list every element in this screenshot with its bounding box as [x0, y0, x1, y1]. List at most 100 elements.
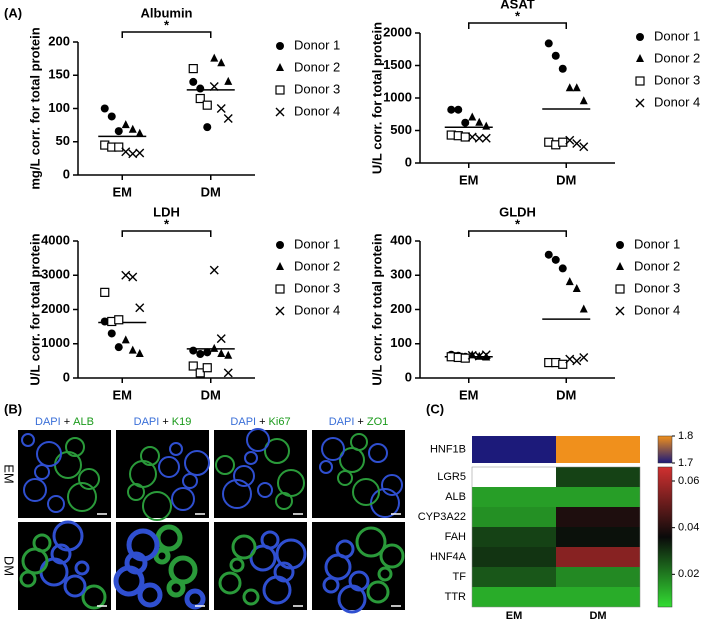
cell-cluster: [339, 447, 365, 473]
cell-cluster: [36, 441, 62, 467]
data-point: [135, 128, 144, 137]
data-point: [558, 264, 567, 273]
data-point: [475, 117, 484, 126]
y-tick-label: 1000: [383, 89, 412, 104]
heatmap-cell: [556, 487, 640, 507]
cell-cluster: [158, 456, 180, 478]
stain-part: DAPI: [329, 416, 355, 428]
data-point: [202, 363, 212, 373]
y-axis-label: U/L corr. for total protein: [369, 22, 384, 174]
significance-bracket: [121, 31, 212, 38]
data-point: [114, 315, 124, 325]
cell-cluster: [337, 470, 353, 486]
legend-marker: [616, 241, 624, 249]
data-point: [224, 350, 233, 359]
cell-cluster: [126, 528, 160, 562]
data-point: [100, 317, 109, 326]
data-point: [572, 139, 582, 148]
stain-part: +: [357, 416, 363, 428]
colorbar: [657, 466, 673, 608]
heatmap-cell: [556, 467, 640, 487]
y-tick-label: 100: [48, 100, 70, 115]
cell-cluster: [52, 520, 84, 552]
cell-cluster: [321, 437, 345, 461]
significance-label: *: [515, 216, 521, 231]
data-point: [189, 346, 198, 355]
y-tick-label: 1500: [383, 57, 412, 72]
y-tick-label: 0: [405, 369, 412, 384]
significance-label: *: [164, 17, 170, 32]
legend-label: Donor 4: [634, 302, 680, 317]
y-tick-label: 500: [390, 122, 412, 137]
cell-cluster: [124, 551, 148, 575]
legend-marker: [636, 33, 644, 41]
cell-cluster: [65, 437, 85, 457]
legend-marker: [635, 98, 645, 108]
heatmap-cell: [556, 436, 640, 463]
heatmap-cell: [472, 487, 556, 507]
legend-label: Donor 3: [654, 72, 700, 87]
data-point: [196, 350, 205, 359]
data-point: [210, 343, 219, 352]
heatmap-cell: [472, 507, 556, 527]
cell-cluster: [231, 534, 257, 560]
cell-cluster: [377, 566, 393, 582]
micrograph: [312, 430, 405, 518]
data-point: [114, 142, 124, 152]
heatmap-cell: [556, 507, 640, 527]
cell-cluster: [222, 479, 252, 509]
cell-cluster: [34, 464, 50, 480]
y-tick-label: 3000: [41, 267, 70, 282]
data-point: [121, 120, 130, 129]
cell-cluster: [169, 442, 183, 456]
y-axis-label: U/L corr. for total protein: [369, 233, 384, 385]
data-point: [565, 277, 574, 286]
data-point: [558, 64, 567, 73]
data-point: [202, 100, 212, 110]
heatmap-frame: [471, 466, 641, 608]
data-point: [114, 343, 123, 352]
data-point: [135, 303, 145, 313]
legend-label: Donor 3: [634, 280, 680, 295]
legend-label: Donor 2: [294, 258, 340, 273]
heatmap-cell: [556, 587, 640, 607]
data-point: [481, 133, 491, 143]
y-tick-label: 150: [48, 67, 70, 82]
cell-cluster: [264, 438, 290, 464]
data-point: [195, 93, 205, 104]
data-point: [572, 356, 582, 366]
legend-label: Donor 4: [294, 302, 340, 317]
heatmap-cell: [472, 467, 556, 487]
data-point: [223, 113, 233, 123]
data-point: [572, 283, 581, 292]
data-point: [460, 132, 470, 142]
data-point: [135, 148, 145, 158]
micrograph: [214, 522, 307, 610]
data-point: [468, 350, 477, 359]
stain-label: DAPI + ZO1: [329, 416, 389, 428]
legend-marker: [275, 107, 285, 117]
cell-cluster: [246, 428, 270, 452]
row-label: HNF1B: [430, 443, 466, 455]
data-point: [128, 124, 137, 133]
data-point: [558, 137, 568, 147]
x-tick-label: EM: [459, 172, 479, 187]
cell-cluster: [78, 468, 100, 490]
y-tick-label: 400: [390, 232, 412, 247]
cell-cluster: [32, 533, 52, 553]
cell-cluster: [229, 557, 245, 573]
y-tick-label: 1000: [41, 335, 70, 350]
data-point: [482, 352, 491, 361]
stain-part: DAPI: [230, 416, 256, 428]
legend-label: Donor 4: [654, 94, 700, 109]
cell-cluster: [23, 478, 47, 502]
cell-cluster: [74, 560, 90, 576]
data-point: [544, 39, 553, 48]
data-point: [565, 83, 574, 92]
cell-cluster: [379, 543, 405, 569]
cell-cluster: [257, 482, 273, 498]
row-label: FAH: [445, 531, 466, 543]
y-tick-label: 300: [390, 267, 412, 282]
legend-label: Donor 1: [294, 236, 340, 251]
